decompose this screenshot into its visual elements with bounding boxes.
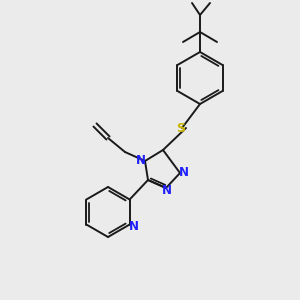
Text: N: N	[162, 184, 172, 196]
Text: S: S	[176, 122, 185, 134]
Text: N: N	[179, 166, 189, 178]
Text: N: N	[136, 154, 146, 166]
Text: N: N	[129, 220, 139, 233]
